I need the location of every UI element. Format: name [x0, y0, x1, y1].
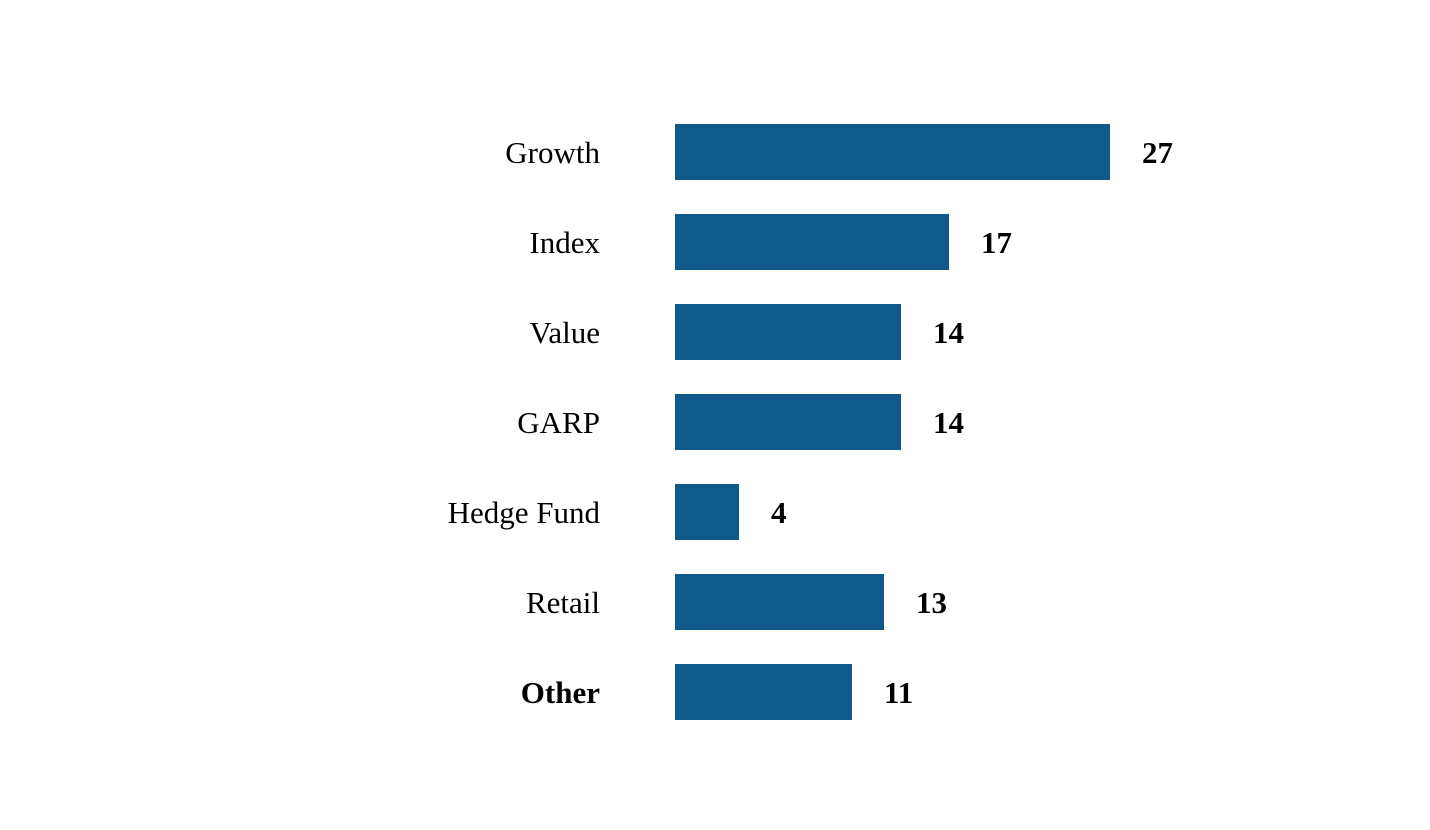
bar [675, 574, 884, 630]
bar [675, 484, 739, 540]
category-label: Retail [525, 584, 600, 620]
chart-row: Growth 27 [0, 107, 1430, 197]
value-label: 27 [1142, 134, 1173, 170]
value-label: 17 [981, 224, 1012, 260]
chart-row: Value 14 [0, 287, 1430, 377]
category-label: Hedge Fund [447, 494, 600, 530]
bar-track: 4 [675, 484, 787, 540]
chart-row: Hedge Fund 4 [0, 467, 1430, 557]
bar [675, 664, 852, 720]
bar-track: 11 [675, 664, 913, 720]
bar [675, 304, 901, 360]
category-label: Value [529, 314, 600, 350]
value-label: 13 [916, 584, 947, 620]
chart-row: Other 11 [0, 647, 1430, 737]
category-label: Other [520, 674, 600, 710]
bar [675, 394, 901, 450]
bar-track: 14 [675, 304, 964, 360]
chart-row: Retail 13 [0, 557, 1430, 647]
category-label: Index [529, 224, 600, 260]
chart-row: Index 17 [0, 197, 1430, 287]
bar-track: 14 [675, 394, 964, 450]
category-label: GARP [517, 404, 600, 440]
value-label: 11 [884, 674, 914, 710]
bar-track: 17 [675, 214, 1012, 270]
value-label: 14 [933, 314, 964, 350]
value-label: 4 [771, 494, 787, 530]
category-label: Growth [505, 134, 600, 170]
bar-track: 13 [675, 574, 947, 630]
bar [675, 214, 949, 270]
bar [675, 124, 1110, 180]
bar-track: 27 [675, 124, 1173, 180]
bar-chart-rows: Growth 27 Index 17 Value 14 GARP 14 Hedge Fund 4 R… [0, 107, 1430, 737]
chart-row: GARP 14 [0, 377, 1430, 467]
value-label: 14 [933, 404, 964, 440]
